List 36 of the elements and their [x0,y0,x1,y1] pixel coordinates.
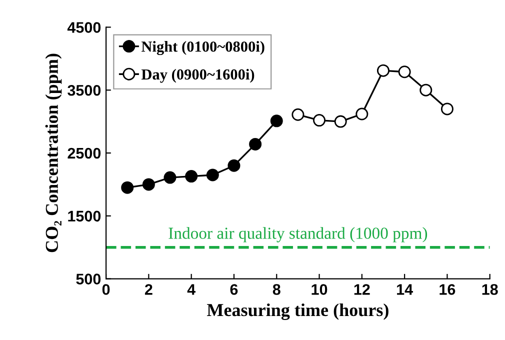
x-tick-label: 0 [102,284,110,295]
x-tick-label: 8 [272,284,280,295]
y-tick-label: 4500 [67,22,101,33]
point [398,66,411,78]
y-tick-label: 2500 [68,148,101,159]
point [164,171,176,184]
point [420,84,432,96]
legend-label: Day (0900~1600i) [141,68,254,83]
point [334,115,347,128]
point [142,178,155,191]
point [356,108,368,120]
point [270,114,283,128]
point [185,170,198,183]
y-tick-label: 500 [76,274,101,284]
x-tick-label: 18 [482,284,498,295]
point [292,108,304,121]
x-tick-label: 16 [440,284,456,295]
x-tick-label: 2 [144,284,152,295]
y-axis-title: CO₂ Concentration (ppm) [45,54,62,252]
y-tick-label: 3500 [68,84,101,96]
point [121,181,134,194]
x-tick-label: 10 [312,284,328,295]
point [228,159,240,172]
x-tick-label: 4 [187,284,196,295]
x-axis-title: Measuring time (hours) [206,303,388,320]
point [440,102,454,116]
point [376,64,390,77]
legend-label: Night (0100~0800i) [141,41,264,56]
y-tick-label: 1500 [68,210,101,222]
point [206,168,219,182]
point [249,138,262,150]
ref-line-label: Indoor air quality standard (1000 ppm) [168,227,428,242]
x-tick-label: 14 [397,284,413,295]
x-tick-label: 6 [230,284,238,295]
x-tick-label: 12 [354,284,370,295]
point [313,114,326,127]
